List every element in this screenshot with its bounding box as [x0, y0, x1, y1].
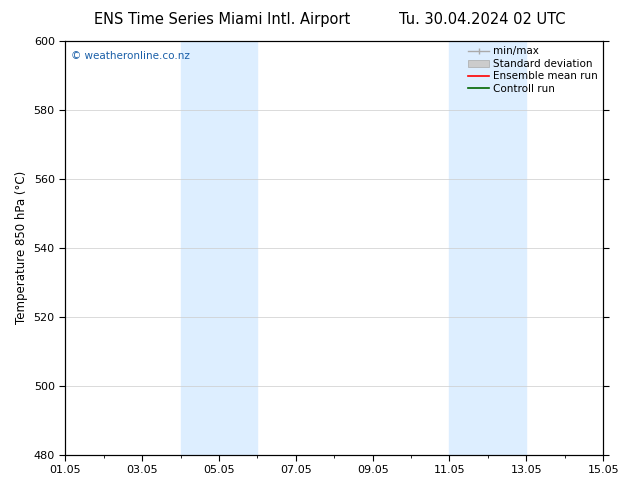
Text: © weatheronline.co.nz: © weatheronline.co.nz: [70, 51, 190, 61]
Text: ENS Time Series Miami Intl. Airport: ENS Time Series Miami Intl. Airport: [94, 12, 350, 27]
Y-axis label: Temperature 850 hPa (°C): Temperature 850 hPa (°C): [15, 171, 28, 324]
Text: Tu. 30.04.2024 02 UTC: Tu. 30.04.2024 02 UTC: [399, 12, 565, 27]
Bar: [181, 41, 257, 455]
Bar: [450, 41, 526, 455]
Legend: min/max, Standard deviation, Ensemble mean run, Controll run: min/max, Standard deviation, Ensemble me…: [465, 43, 601, 97]
